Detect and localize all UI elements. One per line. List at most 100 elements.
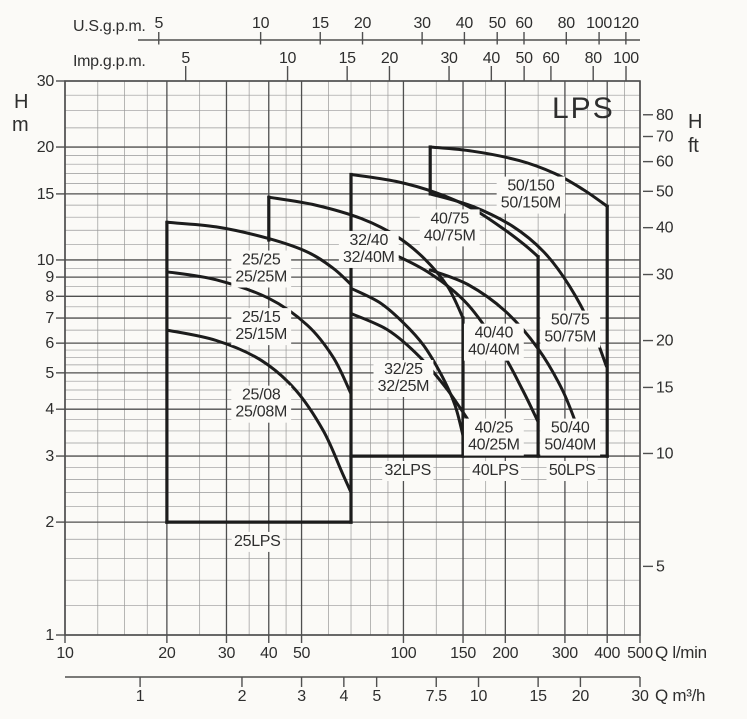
plot-frame xyxy=(64,80,641,636)
curve-label-25-25: 25/25M xyxy=(235,269,287,286)
head-ft-tick-label: 70 xyxy=(656,129,674,146)
head-axis-unit-m: m xyxy=(12,114,28,136)
head-axis-letter-right: H xyxy=(688,111,702,133)
family-label-50lps-bg xyxy=(546,461,598,482)
flow-m3h-tick-label: 1 xyxy=(136,688,145,705)
curve-label-32-25: 32/25 xyxy=(384,361,423,378)
head-axis-letter-left: H xyxy=(14,91,28,113)
impgpm-tick-label: 40 xyxy=(483,50,501,67)
impgpm-tick-label: 15 xyxy=(339,50,357,67)
flow-lmin-tick-label: 20 xyxy=(158,645,176,662)
curve-label-25-08-bg xyxy=(231,385,292,423)
flow-m3h-tick-label: 30 xyxy=(631,688,649,705)
head-m-tick-label: 5 xyxy=(45,365,54,382)
head-ft-tick-label: 40 xyxy=(656,220,674,237)
usgpm-tick-label: 50 xyxy=(489,15,507,32)
pump-curve-32-25 xyxy=(349,286,465,438)
head-ft-tick-label: 50 xyxy=(656,183,674,200)
head-m-tick-label: 1 xyxy=(45,627,54,644)
usgpm-tick-label: 15 xyxy=(312,15,330,32)
curve-label-25-15-bg xyxy=(231,308,292,346)
family-label-40lps: 40LPS xyxy=(472,462,519,479)
flow-lmin-tick-label: 300 xyxy=(552,645,578,662)
family-label-25lps: 25LPS xyxy=(234,533,281,550)
curve-label-40-25-bg xyxy=(463,418,524,456)
impgpm-axis-title: Imp.g.p.m. xyxy=(73,53,146,70)
head-ft-tick-label: 20 xyxy=(656,333,674,350)
curve-label-25-25-bg xyxy=(231,250,292,288)
flow-lmin-tick-label: 100 xyxy=(391,645,417,662)
curve-label-32-25: 32/25M xyxy=(378,378,430,395)
flow-m3h-tick-label: 4 xyxy=(340,688,349,705)
curve-label-25-08: 25/08 xyxy=(242,387,281,404)
curve-label-40-25: 40/25M xyxy=(468,437,520,454)
curve-label-40-75: 40/75 xyxy=(430,210,469,227)
usgpm-tick-label: 60 xyxy=(515,15,533,32)
usgpm-tick-label: 20 xyxy=(354,15,372,32)
curve-label-25-25: 25/25 xyxy=(242,252,281,269)
curve-label-40-40: 40/40M xyxy=(468,342,520,359)
curve-label-50-75: 50/75 xyxy=(551,312,590,329)
head-m-tick-label: 9 xyxy=(45,269,54,286)
head-m-tick-label: 30 xyxy=(37,73,55,90)
head-m-tick-label: 20 xyxy=(37,139,55,156)
impgpm-tick-label: 20 xyxy=(381,50,399,67)
flow-lmin-tick-label: 500 xyxy=(627,645,653,662)
flow-m3h-axis-title: Q m³/h xyxy=(655,686,705,705)
usgpm-tick-label: 30 xyxy=(414,15,432,32)
curve-label-50-40: 50/40M xyxy=(544,437,596,454)
usgpm-axis-title: U.S.g.p.m. xyxy=(73,18,146,35)
curve-label-40-40-bg xyxy=(463,323,524,361)
flow-m3h-tick-label: 3 xyxy=(297,688,306,705)
head-ft-tick-label: 80 xyxy=(656,107,674,124)
curve-label-32-25-bg xyxy=(373,359,434,397)
family-label-32lps: 32LPS xyxy=(385,462,432,479)
flow-m3h-tick-label: 5 xyxy=(372,688,381,705)
pump-curve-25-08 xyxy=(165,328,353,494)
flow-lmin-tick-label: 50 xyxy=(293,645,311,662)
flow-lmin-axis-title: Q l/min xyxy=(655,643,707,662)
curve-label-40-75-bg xyxy=(419,209,480,247)
impgpm-tick-label: 60 xyxy=(542,50,560,67)
curve-label-25-08: 25/08M xyxy=(235,404,287,421)
curve-label-50-150: 50/150 xyxy=(507,178,555,195)
curve-label-40-40: 40/40 xyxy=(475,325,514,342)
flow-lmin-tick-label: 40 xyxy=(260,645,278,662)
head-m-tick-label: 3 xyxy=(45,448,54,465)
head-m-tick-label: 15 xyxy=(37,186,55,203)
head-ft-tick-label: 5 xyxy=(656,558,665,575)
family-label-40lps-bg xyxy=(469,461,522,482)
pump-curve-50-150 xyxy=(428,145,609,208)
curve-label-32-40-bg xyxy=(338,230,399,268)
curve-label-50-75-bg xyxy=(540,310,601,348)
family-label-32lps-bg xyxy=(382,461,434,482)
curve-label-32-40: 32/40 xyxy=(350,232,389,249)
curve-label-50-40: 50/40 xyxy=(551,420,590,437)
impgpm-tick-label: 5 xyxy=(181,50,190,67)
usgpm-tick-label: 10 xyxy=(252,15,270,32)
plot-frame-layer xyxy=(64,80,641,636)
flow-m3h-tick-label: 10 xyxy=(470,688,488,705)
flow-lmin-tick-label: 10 xyxy=(56,645,74,662)
flow-lmin-tick-label: 200 xyxy=(492,645,518,662)
usgpm-tick-label: 40 xyxy=(456,15,474,32)
usgpm-tick-label: 5 xyxy=(154,15,163,32)
head-m-tick-label: 2 xyxy=(45,514,54,531)
head-ft-tick-label: 30 xyxy=(656,267,674,284)
family-label-50lps: 50LPS xyxy=(549,462,596,479)
family-label-25lps-bg xyxy=(231,531,283,552)
curve-label-50-75: 50/75M xyxy=(544,329,596,346)
flow-lmin-tick-label: 30 xyxy=(218,645,236,662)
usgpm-tick-label: 100 xyxy=(586,15,612,32)
flow-lmin-tick-label: 400 xyxy=(594,645,620,662)
impgpm-tick-label: 10 xyxy=(279,50,297,67)
chart-title: LPS xyxy=(552,92,615,125)
flow-lmin-tick-label: 150 xyxy=(450,645,476,662)
head-ft-tick-label: 15 xyxy=(656,379,674,396)
impgpm-tick-label: 80 xyxy=(585,50,603,67)
pump-curve-25-25 xyxy=(165,220,353,286)
curve-label-40-75: 40/75M xyxy=(424,227,476,244)
usgpm-tick-label: 80 xyxy=(558,15,576,32)
